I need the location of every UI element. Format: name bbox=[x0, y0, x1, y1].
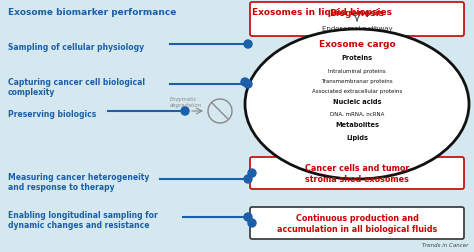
Text: Biogenesis: Biogenesis bbox=[329, 9, 384, 18]
Text: Exosomes in liquid biopsies: Exosomes in liquid biopsies bbox=[252, 8, 392, 17]
Text: Proteins: Proteins bbox=[341, 55, 373, 61]
Text: Associated extracellular proteins: Associated extracellular proteins bbox=[312, 89, 402, 94]
Text: Trends in Cancer: Trends in Cancer bbox=[422, 242, 468, 247]
Circle shape bbox=[248, 169, 256, 177]
Text: Sampling of cellular physiology: Sampling of cellular physiology bbox=[8, 43, 144, 52]
Text: Transmembranar proteins: Transmembranar proteins bbox=[321, 79, 393, 84]
Text: Lipids: Lipids bbox=[346, 135, 368, 140]
Circle shape bbox=[244, 41, 252, 49]
Text: Nucleic acids: Nucleic acids bbox=[333, 99, 381, 105]
Text: Measuring cancer heterogeneity
and response to therapy: Measuring cancer heterogeneity and respo… bbox=[8, 172, 149, 192]
Ellipse shape bbox=[245, 30, 469, 179]
Circle shape bbox=[241, 79, 249, 87]
FancyBboxPatch shape bbox=[250, 158, 464, 189]
Text: DNA, mRNA, ncRNA: DNA, mRNA, ncRNA bbox=[330, 112, 384, 116]
Text: Cancer cells and tumor
stroma shed exosomes: Cancer cells and tumor stroma shed exoso… bbox=[305, 164, 409, 183]
Circle shape bbox=[244, 213, 252, 221]
Text: Capturing cancer cell biological
complexity: Capturing cancer cell biological complex… bbox=[8, 78, 145, 97]
FancyBboxPatch shape bbox=[250, 3, 464, 37]
Text: Exosome cargo: Exosome cargo bbox=[319, 40, 395, 49]
Circle shape bbox=[244, 175, 252, 183]
Text: Exosome biomarker performance: Exosome biomarker performance bbox=[8, 8, 176, 17]
Text: Preserving biologics: Preserving biologics bbox=[8, 110, 96, 118]
Circle shape bbox=[244, 81, 252, 89]
Text: Enzymatic
degradation: Enzymatic degradation bbox=[170, 97, 202, 107]
FancyBboxPatch shape bbox=[250, 207, 464, 239]
Text: Continuous production and
accumulation in all biological fluids: Continuous production and accumulation i… bbox=[277, 213, 437, 233]
Text: Enabling longitudinal sampling for
dynamic changes and resistance: Enabling longitudinal sampling for dynam… bbox=[8, 210, 158, 230]
Circle shape bbox=[248, 219, 256, 227]
Text: Endosomal pathway: Endosomal pathway bbox=[322, 26, 392, 32]
Text: Metabolites: Metabolites bbox=[335, 121, 379, 128]
Text: Intraluminal proteins: Intraluminal proteins bbox=[328, 69, 386, 74]
Circle shape bbox=[181, 108, 189, 115]
